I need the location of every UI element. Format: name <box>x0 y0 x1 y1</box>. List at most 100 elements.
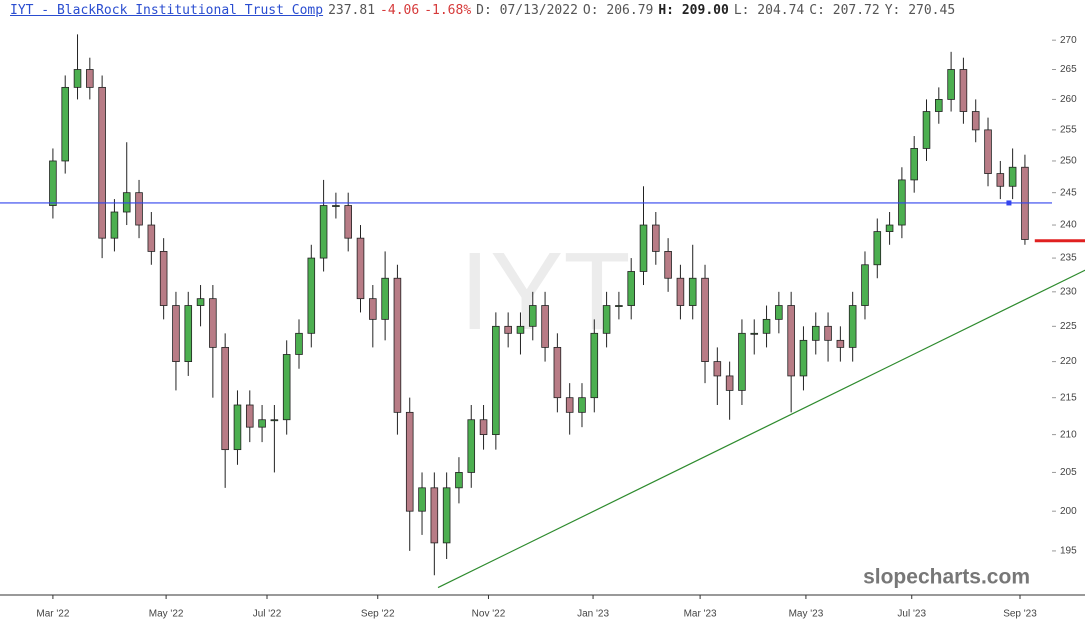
x-tick-label: May '23 <box>789 609 824 620</box>
candle-body <box>184 305 193 362</box>
candle-body <box>258 419 266 428</box>
candle-body <box>295 332 303 355</box>
candle-body <box>762 318 771 334</box>
candle-body <box>270 419 279 422</box>
candle-body <box>750 332 759 335</box>
candle-body <box>971 111 980 131</box>
candle-body <box>775 305 783 320</box>
candle-body <box>405 411 414 512</box>
y-tick-label: 240 <box>1060 220 1077 231</box>
candle-body <box>553 346 562 399</box>
candle-body <box>885 224 894 232</box>
candle-body <box>590 332 599 399</box>
candle-body <box>516 325 525 334</box>
candle-body <box>738 332 746 391</box>
candle-body <box>319 205 328 259</box>
change-pct: -1.68% <box>424 3 472 18</box>
candle-body <box>836 339 845 348</box>
candle-body <box>984 129 992 174</box>
y-tick-label: 245 <box>1060 187 1077 198</box>
candle-body <box>996 173 1005 187</box>
x-tick-label: Nov '22 <box>472 609 506 620</box>
candle-body <box>492 325 500 436</box>
y-tick-label: 210 <box>1060 429 1077 440</box>
hover-date: D: 07/13/2022 <box>476 3 578 18</box>
candle-body <box>799 339 808 377</box>
candle-body <box>713 361 722 377</box>
y-tick-label: 270 <box>1060 35 1077 46</box>
header: IYT - BlackRock Institutional Trust Comp… <box>10 3 960 18</box>
candle-body <box>455 472 463 489</box>
y-tick-label: 195 <box>1060 546 1077 557</box>
candle-body <box>947 69 955 100</box>
candle-body <box>356 237 365 300</box>
candle-body <box>332 205 340 207</box>
candle-body <box>1008 166 1017 187</box>
candle-body <box>209 298 217 348</box>
x-tick-label: Mar '23 <box>684 609 717 620</box>
candle-body <box>147 224 156 252</box>
candle-body <box>221 346 229 451</box>
candle-body <box>282 354 291 421</box>
candle-body <box>98 86 106 239</box>
candle-body <box>873 231 882 266</box>
symbol-link[interactable]: IYT - BlackRock Institutional Trust Comp <box>10 3 324 18</box>
y-tick-label: 260 <box>1060 94 1077 105</box>
candle-body <box>578 397 586 413</box>
last-price: 237.81 <box>328 3 376 18</box>
candle-body <box>639 224 648 272</box>
candle-body <box>86 69 94 88</box>
y-tick-label: 235 <box>1060 253 1077 264</box>
change: -4.06 <box>380 3 420 18</box>
candle-body <box>935 99 943 112</box>
candle-body <box>848 305 857 348</box>
candle-body <box>664 251 672 279</box>
annotation-line <box>437 269 1085 589</box>
candle-body <box>73 69 82 88</box>
candle-body <box>49 160 57 206</box>
candle-body <box>565 397 574 413</box>
x-tick-label: Jul '23 <box>897 609 926 620</box>
y-tick-label: 230 <box>1060 286 1077 297</box>
candle-body <box>381 277 389 320</box>
hover-low: L: 204.74 <box>733 3 805 18</box>
credit: slopecharts.com <box>863 566 1030 589</box>
y-tick-label: 205 <box>1060 467 1077 478</box>
hover-close: C: 207.72 <box>809 3 880 18</box>
candle-body <box>824 325 832 341</box>
y-tick-label: 265 <box>1060 64 1077 75</box>
candle-body <box>245 404 254 428</box>
y-tick-label: 220 <box>1060 356 1077 367</box>
candle-body <box>922 111 931 149</box>
candle-body <box>615 305 623 307</box>
candle-body <box>787 305 795 377</box>
candle-body <box>393 277 402 413</box>
x-tick-label: Jul '22 <box>253 609 282 620</box>
candle-body <box>307 257 316 334</box>
candle-body <box>910 148 918 181</box>
hover-open: O: 206.79 <box>582 3 654 18</box>
candle-body <box>652 224 660 252</box>
candle-body <box>504 325 512 334</box>
candle-body <box>344 205 352 239</box>
candle-body <box>233 404 242 451</box>
y-tick-label: 255 <box>1060 125 1077 136</box>
hover-high: H: 209.00 <box>658 3 729 18</box>
candle-body <box>369 298 377 320</box>
candle-body <box>159 251 168 306</box>
y-tick-label: 225 <box>1060 321 1077 332</box>
candle-body <box>627 271 635 306</box>
x-tick-label: May '22 <box>149 609 184 620</box>
candle-body <box>602 305 611 334</box>
x-tick-label: Sep '22 <box>361 609 395 620</box>
year-high: Y: 270.45 <box>884 3 956 18</box>
x-tick-label: Jan '23 <box>577 609 609 620</box>
candle-body <box>110 211 119 239</box>
candle-body <box>122 192 131 213</box>
candle-body <box>701 277 709 362</box>
candle-body <box>725 375 734 391</box>
y-tick-label: 250 <box>1060 156 1077 167</box>
candle-body <box>676 277 685 306</box>
